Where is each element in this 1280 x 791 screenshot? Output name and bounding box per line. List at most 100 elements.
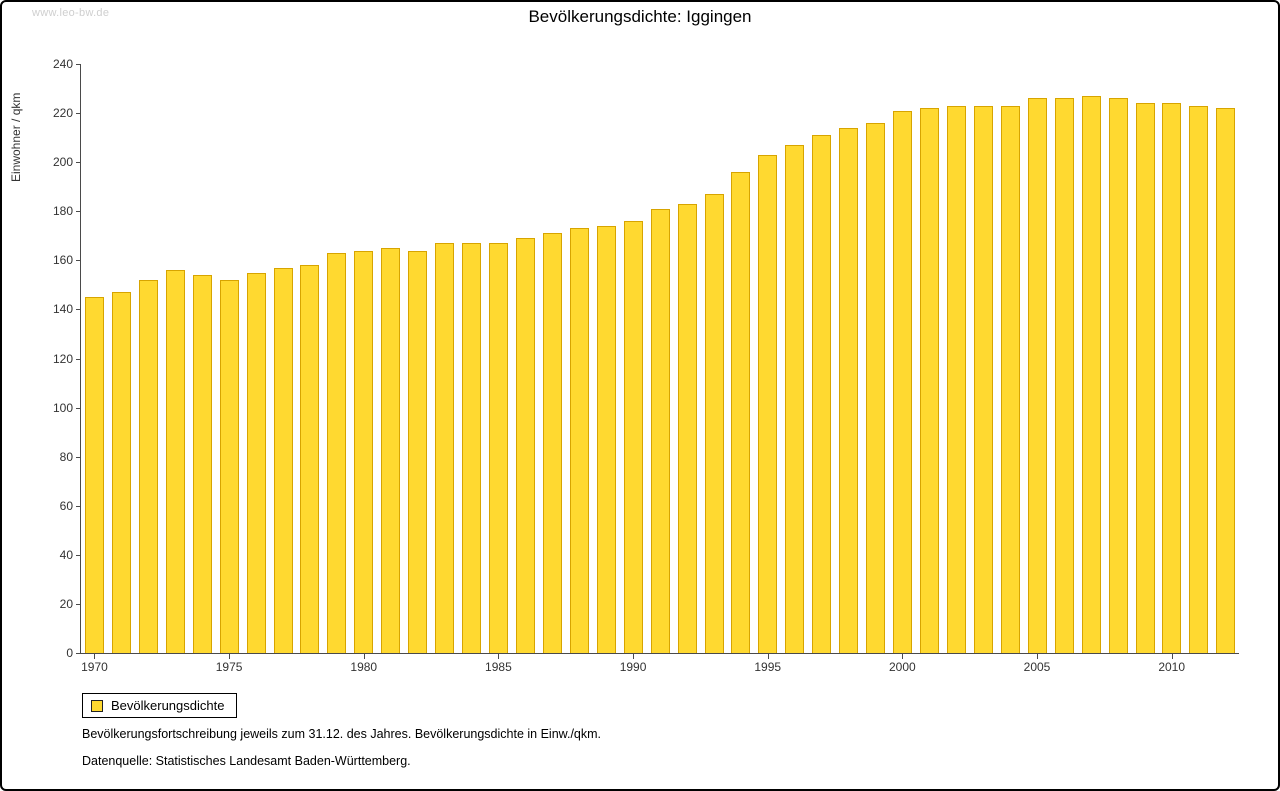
y-tick — [76, 162, 81, 164]
bar-slot — [674, 64, 701, 653]
legend-swatch-icon — [91, 699, 103, 712]
x-tick — [1037, 654, 1039, 659]
bar-1976 — [246, 272, 266, 653]
bar-slot — [485, 64, 512, 653]
bar-1983 — [435, 243, 455, 653]
bar-slot — [889, 64, 916, 653]
bar-slot — [754, 64, 781, 653]
y-tick — [76, 113, 81, 115]
bar-1970 — [84, 297, 104, 653]
bar-1989 — [596, 225, 616, 653]
bar-1986 — [515, 238, 535, 653]
x-tick-label: 1995 — [754, 660, 782, 674]
y-tick-label: 180 — [52, 204, 73, 219]
y-tick — [76, 358, 81, 360]
bar-slot — [512, 64, 539, 653]
bar-1994 — [731, 171, 751, 653]
bar-1985 — [489, 243, 509, 653]
y-tick — [76, 260, 81, 262]
y-tick — [76, 211, 81, 213]
y-tick-label: 40 — [59, 547, 73, 562]
bar-1971 — [111, 292, 131, 653]
bar-slot — [350, 64, 377, 653]
x-tick — [902, 654, 904, 659]
bar-slot — [270, 64, 297, 653]
x-tick-label: 1985 — [485, 660, 512, 674]
bar-slot — [781, 64, 808, 653]
bar-slot — [108, 64, 135, 653]
bar-slot — [1024, 64, 1051, 653]
y-tick-label: 80 — [59, 449, 73, 464]
bar-1973 — [165, 270, 185, 653]
x-tick-label: 1975 — [215, 660, 243, 674]
bar-slot — [458, 64, 485, 653]
bar-slot — [862, 64, 889, 653]
bar-2010 — [1162, 103, 1182, 653]
bar-2008 — [1108, 98, 1128, 653]
bar-1979 — [327, 252, 347, 653]
bar-1990 — [623, 221, 643, 653]
bar-1978 — [300, 265, 320, 653]
y-tick — [76, 554, 81, 556]
y-tick — [76, 505, 81, 507]
bar-slot — [916, 64, 943, 653]
legend: Bevölkerungsdichte — [82, 693, 238, 718]
x-tick — [633, 654, 635, 659]
bar-slot — [970, 64, 997, 653]
bar-slot — [431, 64, 458, 653]
bar-slot — [297, 64, 324, 653]
x-tick-label: 1980 — [350, 660, 378, 674]
bar-slot — [835, 64, 862, 653]
x-tick — [1171, 654, 1173, 659]
y-tick-label: 220 — [52, 106, 73, 121]
bar-slot — [135, 64, 162, 653]
bar-2001 — [920, 108, 940, 653]
bar-slot — [539, 64, 566, 653]
bar-slot — [243, 64, 270, 653]
footnote-data-source: Datenquelle: Statistisches Landesamt Bad… — [82, 754, 411, 768]
x-tick — [94, 654, 96, 659]
x-tick — [498, 654, 500, 659]
bar-2002 — [946, 105, 966, 653]
bar-1992 — [677, 203, 697, 653]
bar-slot — [808, 64, 835, 653]
x-tick — [363, 654, 365, 659]
bar-2006 — [1054, 98, 1074, 653]
y-tick-label: 240 — [52, 57, 73, 71]
bar-2000 — [893, 110, 913, 653]
y-tick-label: 160 — [52, 253, 73, 268]
x-tick-label: 2010 — [1158, 660, 1186, 674]
x-tick — [229, 654, 231, 659]
bar-slot — [216, 64, 243, 653]
bar-1974 — [192, 275, 212, 653]
bar-2004 — [1000, 105, 1020, 653]
bar-2011 — [1189, 105, 1209, 653]
bar-1996 — [785, 145, 805, 653]
bar-slot — [377, 64, 404, 653]
bar-1981 — [381, 248, 401, 653]
plot-area: 0 20 40 60 80 100 120 140 160 180 200 220 240 1970 197… — [53, 57, 1239, 674]
bar-1997 — [812, 135, 832, 653]
y-tick-label: 140 — [52, 302, 73, 317]
bar-1987 — [542, 233, 562, 653]
bar-1980 — [354, 250, 374, 653]
y-tick — [76, 603, 81, 605]
bar-slot — [943, 64, 970, 653]
bar-slot — [1185, 64, 1212, 653]
bar-2005 — [1027, 98, 1047, 653]
bar-slot — [1212, 64, 1239, 653]
x-tick — [767, 654, 769, 659]
bar-slot — [1078, 64, 1105, 653]
bar-slot — [323, 64, 350, 653]
watermark: www.leo-bw.de — [32, 7, 110, 19]
bar-2007 — [1081, 95, 1101, 653]
bar-1999 — [866, 122, 886, 653]
bar-1988 — [569, 228, 589, 653]
y-tick — [76, 407, 81, 409]
bar-slot — [566, 64, 593, 653]
y-tick-label: 0 — [66, 646, 73, 660]
bar-slot — [1051, 64, 1078, 653]
bar-slot — [701, 64, 728, 653]
bar-1998 — [839, 127, 859, 653]
